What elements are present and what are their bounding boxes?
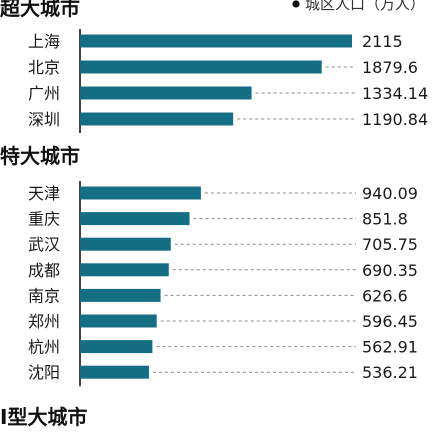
bar <box>80 263 169 277</box>
city-label: 上海 <box>28 32 60 51</box>
bar <box>80 112 234 126</box>
value-label: 536.21 <box>362 363 418 382</box>
section-title-2: Ⅰ型大城市 <box>0 405 87 429</box>
bar <box>80 212 190 226</box>
bar <box>80 288 161 302</box>
city-label: 重庆 <box>28 210 60 229</box>
bar <box>80 86 252 100</box>
city-label: 郑州 <box>28 312 60 331</box>
bar <box>80 186 201 200</box>
value-label: 562.91 <box>362 338 418 357</box>
bar <box>80 60 322 74</box>
city-label: 杭州 <box>28 338 60 357</box>
city-label: 武汉 <box>28 235 60 254</box>
bar <box>80 365 149 379</box>
city-label: 成都 <box>28 261 60 280</box>
value-label: 1190.84 <box>362 110 428 129</box>
value-label: 940.09 <box>362 184 418 203</box>
city-label: 南京 <box>28 286 60 305</box>
city-label: 深圳 <box>28 110 60 129</box>
legend-label: 城区人口（万人） <box>305 0 425 13</box>
city-label: 广州 <box>28 84 60 103</box>
bar <box>80 314 157 328</box>
city-label: 沈阳 <box>28 363 60 382</box>
section-title-1: 特大城市 <box>0 144 80 168</box>
value-label: 626.6 <box>362 286 408 305</box>
section-title-0: 超大城市 <box>0 0 80 20</box>
value-label: 851.8 <box>362 210 408 229</box>
value-label: 2115 <box>362 32 403 51</box>
value-label: 690.35 <box>362 261 418 280</box>
bar <box>80 237 171 251</box>
value-label: 1879.6 <box>362 58 418 77</box>
value-label: 1334.14 <box>362 84 428 103</box>
value-label: 596.45 <box>362 312 418 331</box>
city-label: 天津 <box>28 184 60 203</box>
value-label: 705.75 <box>362 235 418 254</box>
city-label: 北京 <box>28 58 60 77</box>
bar <box>80 34 352 48</box>
bar <box>80 340 153 354</box>
legend-marker <box>292 0 300 8</box>
